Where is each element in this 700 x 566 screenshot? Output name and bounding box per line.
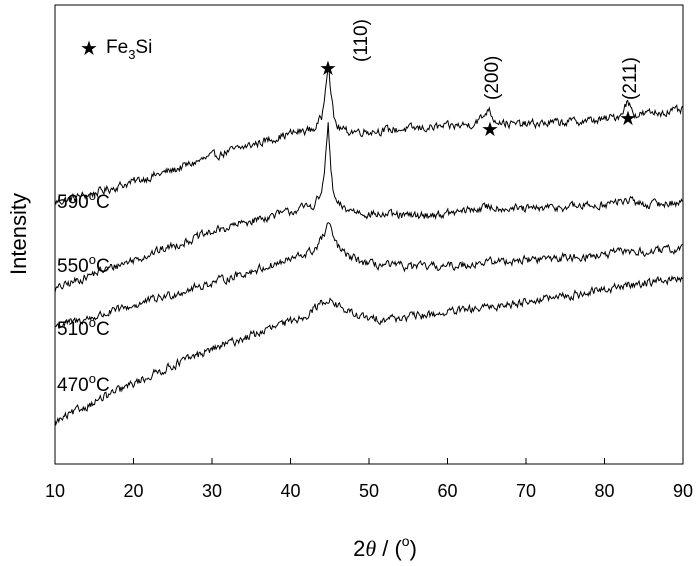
peak-annotations: (110) (200) (211) ★ ★ ★ bbox=[319, 19, 641, 141]
x-tick-label: 80 bbox=[594, 481, 614, 501]
series-line-590 bbox=[54, 65, 683, 206]
x-tick-label: 60 bbox=[437, 481, 457, 501]
legend: ★ Fe3Si bbox=[80, 36, 152, 62]
series-labels: 590oC 550oC 510oC 470oC bbox=[57, 188, 110, 396]
x-tick-label: 70 bbox=[516, 481, 536, 501]
x-tick-label: 20 bbox=[123, 481, 143, 501]
series-line-470 bbox=[54, 274, 683, 427]
x-axis-title: 2θ / (o) bbox=[353, 533, 417, 561]
series-label-590: 590oC bbox=[57, 188, 110, 213]
plot-frame bbox=[54, 4, 684, 465]
x-tick-label: 10 bbox=[45, 481, 65, 501]
series-label-470: 470oC bbox=[57, 371, 110, 396]
x-tick-label: 90 bbox=[673, 481, 693, 501]
peak-label-200: (200) bbox=[482, 56, 503, 100]
peak-star-icon: ★ bbox=[619, 106, 637, 130]
peak-star-icon: ★ bbox=[319, 56, 337, 80]
series-label-550: 550oC bbox=[57, 252, 110, 277]
peak-label-110: (110) bbox=[351, 19, 372, 62]
series-line-510 bbox=[54, 222, 683, 329]
legend-star-icon: ★ bbox=[80, 36, 98, 60]
x-tick-label: 50 bbox=[359, 481, 379, 501]
x-tick-label: 40 bbox=[280, 481, 300, 501]
y-axis-title: Intensity bbox=[6, 193, 31, 275]
peak-star-icon: ★ bbox=[481, 117, 499, 141]
x-axis-ticks: 10 20 30 40 50 60 70 80 90 bbox=[45, 458, 693, 501]
x-tick-label: 30 bbox=[202, 481, 222, 501]
series-label-510: 510oC bbox=[57, 315, 110, 340]
legend-label: Fe3Si bbox=[106, 37, 152, 62]
peak-label-211: (211) bbox=[620, 57, 641, 100]
series-line-550 bbox=[54, 122, 683, 293]
series-layer bbox=[54, 65, 683, 427]
